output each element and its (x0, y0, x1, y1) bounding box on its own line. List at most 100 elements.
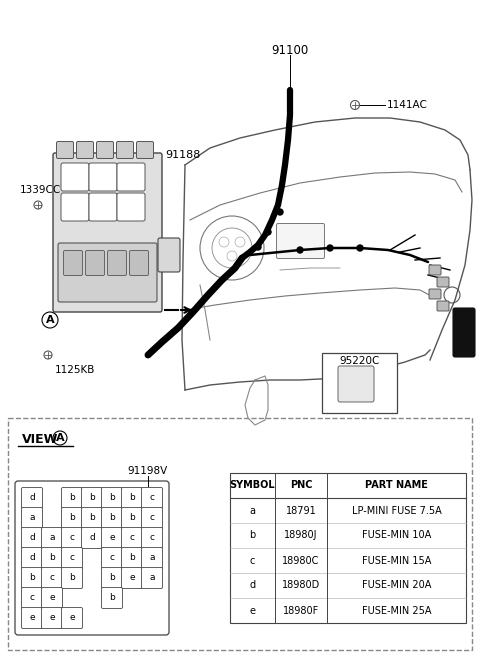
Text: 95220C: 95220C (339, 356, 380, 366)
Text: FUSE-MIN 25A: FUSE-MIN 25A (362, 605, 431, 615)
Text: b: b (69, 493, 75, 502)
Text: A: A (56, 433, 64, 443)
FancyBboxPatch shape (142, 548, 163, 569)
FancyBboxPatch shape (142, 508, 163, 529)
Bar (322, 353, 397, 413)
Text: LP-MINI FUSE 7.5A: LP-MINI FUSE 7.5A (352, 506, 442, 516)
Circle shape (357, 245, 363, 251)
Text: e: e (49, 613, 55, 623)
FancyBboxPatch shape (142, 527, 163, 548)
FancyBboxPatch shape (429, 265, 441, 275)
Text: a: a (149, 554, 155, 562)
FancyBboxPatch shape (101, 567, 122, 588)
Text: b: b (109, 594, 115, 602)
Circle shape (327, 245, 333, 251)
Text: e: e (109, 533, 115, 543)
Text: b: b (29, 573, 35, 583)
Text: b: b (129, 493, 135, 502)
FancyBboxPatch shape (22, 567, 43, 588)
FancyBboxPatch shape (101, 548, 122, 569)
Text: 18980F: 18980F (283, 605, 319, 615)
FancyBboxPatch shape (276, 224, 324, 258)
Text: PART NAME: PART NAME (365, 480, 428, 491)
FancyBboxPatch shape (82, 527, 103, 548)
Text: c: c (149, 514, 155, 522)
Text: a: a (149, 573, 155, 583)
FancyBboxPatch shape (121, 508, 143, 529)
Text: c: c (149, 493, 155, 502)
Text: c: c (109, 554, 115, 562)
FancyBboxPatch shape (41, 527, 62, 548)
Text: SYMBOL: SYMBOL (230, 480, 276, 491)
Text: d: d (29, 493, 35, 502)
Text: c: c (49, 573, 55, 583)
FancyBboxPatch shape (61, 607, 83, 628)
FancyBboxPatch shape (82, 487, 103, 508)
Text: 18791: 18791 (286, 506, 316, 516)
FancyBboxPatch shape (61, 508, 83, 529)
FancyBboxPatch shape (22, 527, 43, 548)
Text: b: b (89, 493, 95, 502)
Text: PNC: PNC (290, 480, 312, 491)
FancyBboxPatch shape (117, 163, 145, 191)
Text: 18980J: 18980J (284, 531, 318, 541)
Text: c: c (250, 556, 255, 565)
FancyBboxPatch shape (121, 487, 143, 508)
Text: 91198V: 91198V (128, 466, 168, 476)
FancyBboxPatch shape (437, 301, 449, 311)
Text: e: e (129, 573, 135, 583)
Text: a: a (29, 514, 35, 522)
FancyBboxPatch shape (121, 567, 143, 588)
Text: b: b (109, 573, 115, 583)
Text: b: b (49, 554, 55, 562)
Text: FUSE-MIN 10A: FUSE-MIN 10A (362, 531, 431, 541)
FancyBboxPatch shape (437, 277, 449, 287)
FancyBboxPatch shape (429, 289, 441, 299)
FancyBboxPatch shape (453, 308, 475, 357)
Text: b: b (69, 573, 75, 583)
Text: b: b (109, 514, 115, 522)
Text: c: c (130, 533, 134, 543)
Text: A: A (46, 315, 54, 325)
FancyBboxPatch shape (41, 567, 62, 588)
Text: b: b (250, 531, 256, 541)
Text: d: d (89, 533, 95, 543)
FancyBboxPatch shape (101, 508, 122, 529)
FancyBboxPatch shape (136, 142, 154, 159)
FancyBboxPatch shape (58, 243, 157, 302)
Text: d: d (250, 581, 255, 590)
Text: 1125KB: 1125KB (55, 365, 96, 375)
Bar (230, 473, 466, 623)
FancyBboxPatch shape (53, 153, 162, 312)
Text: d: d (29, 533, 35, 543)
FancyBboxPatch shape (117, 142, 133, 159)
Text: e: e (29, 613, 35, 623)
FancyBboxPatch shape (57, 142, 73, 159)
Text: b: b (129, 554, 135, 562)
FancyBboxPatch shape (96, 142, 113, 159)
Text: c: c (149, 533, 155, 543)
FancyBboxPatch shape (61, 567, 83, 588)
Text: 91100: 91100 (271, 43, 309, 56)
FancyBboxPatch shape (61, 193, 89, 221)
FancyBboxPatch shape (22, 607, 43, 628)
Text: c: c (70, 554, 74, 562)
Text: a: a (49, 533, 55, 543)
Text: e: e (69, 613, 75, 623)
Text: b: b (129, 514, 135, 522)
FancyBboxPatch shape (142, 487, 163, 508)
FancyBboxPatch shape (61, 487, 83, 508)
FancyBboxPatch shape (22, 588, 43, 609)
FancyBboxPatch shape (121, 548, 143, 569)
Text: FUSE-MIN 20A: FUSE-MIN 20A (362, 581, 431, 590)
Bar (8, 418, 472, 650)
Text: b: b (69, 514, 75, 522)
FancyBboxPatch shape (85, 251, 105, 276)
FancyBboxPatch shape (41, 588, 62, 609)
FancyBboxPatch shape (22, 508, 43, 529)
Text: VIEW: VIEW (22, 433, 59, 446)
FancyBboxPatch shape (101, 588, 122, 609)
Text: b: b (89, 514, 95, 522)
Circle shape (277, 209, 283, 215)
FancyBboxPatch shape (41, 548, 62, 569)
